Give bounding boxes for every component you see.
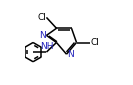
Text: Cl: Cl xyxy=(37,13,46,22)
Text: N: N xyxy=(67,50,74,59)
Text: Cl: Cl xyxy=(90,38,99,47)
Text: N: N xyxy=(39,31,46,40)
Text: NH: NH xyxy=(40,42,53,51)
